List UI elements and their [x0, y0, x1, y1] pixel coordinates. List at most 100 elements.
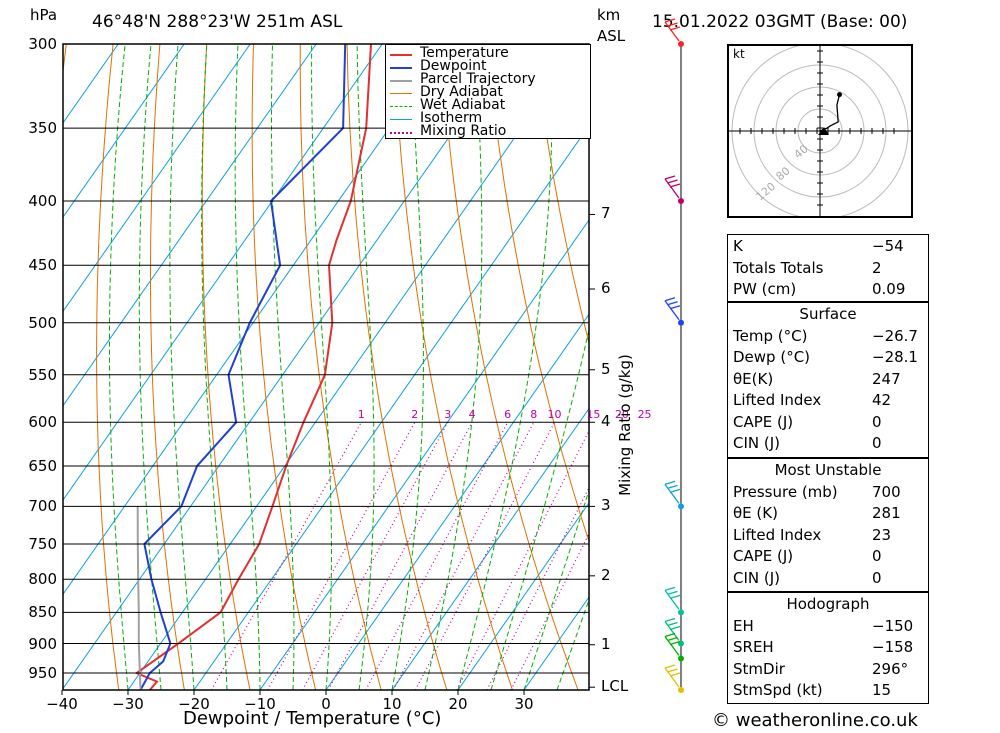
- pressure-unit-label: hPa: [30, 6, 58, 24]
- location-title: 46°48'N 288°23'W 251m ASL: [92, 12, 343, 32]
- pressure-tick-label: 750: [28, 535, 57, 554]
- hodograph-row: EH −150: [733, 616, 914, 635]
- wet-adiabat-line: [169, 44, 195, 690]
- mixing-ratio-line: [327, 421, 473, 690]
- wind-marker: [678, 41, 684, 47]
- isotherm-line: [325, 313, 589, 690]
- legend-item-dry-adiabat: Dry Adiabat: [390, 84, 590, 100]
- wind-barb: [664, 586, 681, 610]
- pressure-tick-label: 500: [28, 313, 57, 332]
- wet-adiabat-line: [271, 44, 295, 690]
- wind-barb: [664, 617, 681, 641]
- most-unstable-row: Lifted Index 23: [733, 525, 892, 544]
- mixing-ratio-axis-label: Mixing Ratio (g/kg): [616, 354, 634, 496]
- indices-hodograph-table: Hodograph EH −150 SREH −158 StmDir 296° Stm…: [727, 592, 929, 704]
- temperature-tick-label: 10: [382, 695, 402, 713]
- pressure-tick-label: 950: [28, 664, 57, 683]
- temperature-tick-label: −20: [178, 695, 210, 713]
- pressure-tick-label: 600: [28, 413, 57, 432]
- pressure-tick-label: 300: [28, 35, 57, 53]
- isotherm-line: [193, 124, 589, 690]
- dry-adiabat-line: [346, 44, 448, 690]
- wind-marker: [678, 319, 684, 326]
- km-tick-label: LCL: [601, 677, 629, 696]
- mixing-ratio-label: 8: [530, 408, 538, 422]
- km-tick-label: 5: [601, 359, 611, 378]
- surface-row: θE(K) 247: [733, 369, 901, 388]
- wind-barb: [664, 632, 681, 656]
- isotherm-line: [63, 44, 515, 690]
- temperature-tick-label: 0: [321, 695, 331, 713]
- dry-adiabat-line: [251, 44, 317, 690]
- dewpoint-profile: [139, 44, 347, 690]
- surface-row: CAPE (J) 0: [733, 412, 882, 431]
- mixing-ratio-label: 2: [411, 408, 419, 422]
- legend-item-parcel: Parcel Trajectory: [390, 71, 590, 87]
- pressure-tick-label: 350: [28, 119, 57, 138]
- wind-barb: [664, 480, 681, 504]
- isotherm-line: [63, 44, 449, 596]
- km-tick-label: 4: [601, 412, 611, 431]
- dry-adiabat-line: [955, 44, 1000, 690]
- asl-unit-label: ASL: [597, 27, 626, 45]
- datetime-title: 15.01.2022 03GMT (Base: 00): [652, 12, 908, 32]
- mixing-ratio-label: 4: [468, 408, 476, 422]
- mixing-ratio-line: [267, 421, 416, 690]
- wet-adiabat-line: [490, 327, 589, 690]
- wind-marker: [678, 609, 684, 616]
- pressure-tick-label: 850: [28, 603, 57, 622]
- most-unstable-row: CIN (J) 0: [733, 568, 882, 587]
- mixing-ratio-label: 25: [637, 408, 652, 422]
- km-tick-label: 3: [601, 496, 611, 515]
- wet-adiabat-line: [391, 44, 424, 690]
- wet-adiabat-line: [356, 44, 375, 690]
- surface-title: Surface: [799, 305, 857, 323]
- isotherm-line: [127, 44, 581, 690]
- isotherm-line: [259, 219, 589, 690]
- mixing-ratio-line: [302, 421, 449, 690]
- hodograph-title: Hodograph: [786, 595, 870, 613]
- wind-barb: [664, 18, 681, 42]
- dry-adiabat-line: [201, 44, 251, 690]
- mixing-ratio-label: 20: [614, 408, 629, 422]
- isotherm-line: [63, 44, 383, 501]
- surface-row: CIN (J) 0: [733, 434, 882, 452]
- mixing-ratio-label: 6: [504, 408, 512, 422]
- index-row-totals: Totals Totals 2: [733, 258, 882, 277]
- pressure-tick-label: 650: [28, 456, 57, 475]
- wind-barb: [664, 175, 681, 199]
- wet-adiabat-line: [457, 44, 553, 690]
- pressure-tick-label: 900: [28, 634, 57, 653]
- hodograph-end-marker: [837, 92, 842, 98]
- hodograph-row: SREH −158: [733, 638, 914, 656]
- wind-barb: [664, 297, 681, 321]
- mixing-ratio-line: [456, 429, 589, 690]
- dry-adiabat-line: [533, 44, 589, 345]
- km-unit-label: km: [597, 6, 621, 24]
- km-tick-label: 7: [601, 204, 611, 223]
- mixing-ratio-line: [210, 421, 362, 690]
- hodograph-ring-label: 120: [754, 180, 778, 203]
- x-axis-label: Dewpoint / Temperature (°C): [183, 708, 442, 729]
- index-row-pw: PW (cm) 0.09: [733, 280, 906, 298]
- temperature-tick-label: 20: [448, 695, 468, 713]
- isotherm-line: [63, 44, 185, 219]
- indices-general-table: K −54 Totals Totals 2 PW (cm) 0.09: [727, 234, 929, 302]
- most-unstable-row: CAPE (J) 0: [733, 547, 882, 565]
- km-tick-label: 6: [601, 278, 611, 297]
- most-unstable-title: Most Unstable: [774, 461, 882, 479]
- wet-adiabat-line: [234, 44, 261, 690]
- temperature-tick-label: −10: [244, 695, 276, 713]
- parcel-trajectory: [136, 506, 142, 690]
- hodograph-row: StmSpd (kt) 15: [733, 681, 892, 699]
- wind-marker: [678, 197, 684, 204]
- pressure-tick-label: 700: [28, 497, 57, 516]
- temperature-tick-label: −40: [46, 695, 78, 713]
- isotherm-line: [63, 44, 317, 407]
- wet-adiabat-line: [311, 44, 332, 690]
- km-tick-label: 2: [601, 565, 611, 584]
- mixing-ratio-label: 3: [444, 408, 452, 422]
- wind-marker: [678, 687, 684, 693]
- copyright-link[interactable]: © weatheronline.co.uk: [712, 710, 918, 731]
